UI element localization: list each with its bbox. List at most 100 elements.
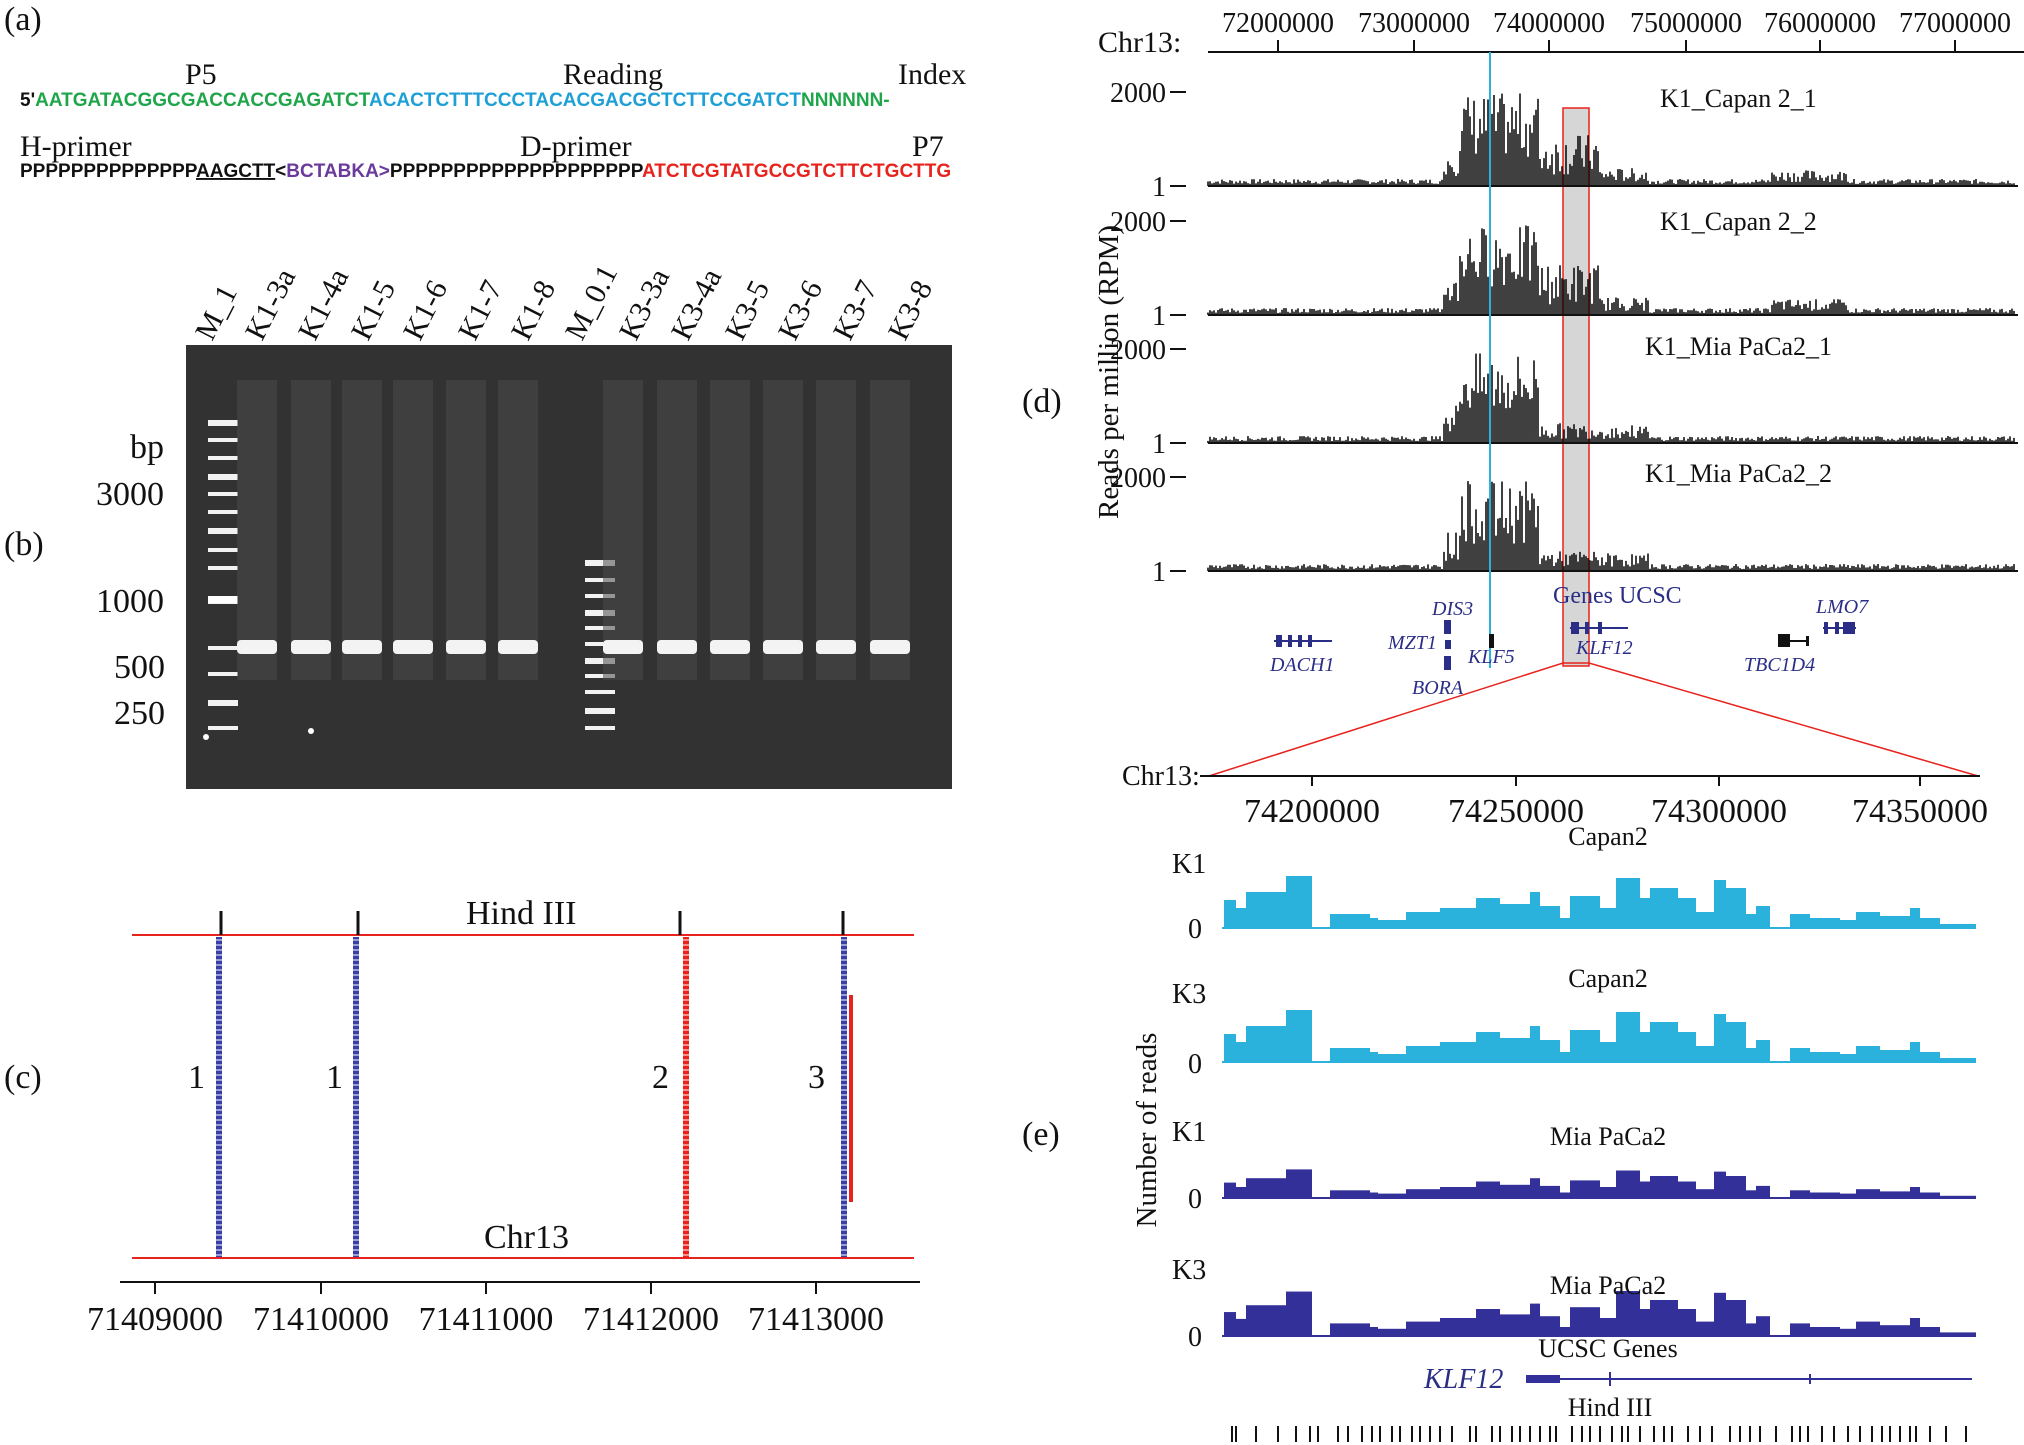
read-segment <box>1370 1052 1378 1062</box>
read-segment <box>1880 1050 1910 1062</box>
hind-iii-site-ticks <box>1231 1426 1967 1442</box>
five-prime-label: 5' <box>20 90 35 111</box>
e-track-2-cell: Capan2 <box>1568 964 1647 993</box>
read-segment <box>1370 1192 1378 1198</box>
chr13-label: Chr13 <box>484 1219 569 1256</box>
read-group-label-1a: 1 <box>188 1059 205 1096</box>
read-segment <box>1650 1176 1678 1198</box>
read-segment <box>1570 1030 1600 1062</box>
read-segment <box>1406 1321 1440 1336</box>
read-segment <box>1880 916 1910 928</box>
ladder-band <box>208 474 238 480</box>
read-segment <box>1856 1189 1880 1198</box>
ladder-band <box>208 700 238 706</box>
read-segment <box>1600 1318 1616 1336</box>
read-segment <box>1530 892 1540 928</box>
e-y-axis-title: Number of reads <box>1131 1033 1163 1228</box>
read-segment <box>1840 920 1856 928</box>
d-y-axis-title: Reads per million (RPM) <box>1093 225 1125 519</box>
e-track-1-zero: 0 <box>1188 914 1202 945</box>
read-track-3 <box>1222 1169 1976 1199</box>
read-segment <box>1540 1185 1560 1198</box>
ladder-band <box>208 726 238 730</box>
read-segment <box>1920 918 1940 928</box>
gel-speck <box>203 734 209 740</box>
ladder-band <box>585 560 615 566</box>
read-segment <box>1810 918 1840 928</box>
read-segment <box>1370 918 1378 928</box>
ladder-band <box>585 658 615 664</box>
e-track-4-cell: Mia PaCa2 <box>1550 1271 1666 1300</box>
lane-smear <box>816 380 856 680</box>
read-segment <box>1378 1193 1406 1198</box>
hind-iii-sites <box>219 911 845 935</box>
e-track-3-sample: K1 <box>1172 1117 1206 1148</box>
read-segment <box>1910 1318 1920 1336</box>
zoom-tick-74250000: 74250000 <box>1448 793 1584 830</box>
read-segment <box>1406 1046 1440 1062</box>
coverage-tracks <box>1207 93 2018 572</box>
read-bar-1 <box>353 937 359 1257</box>
read-segment <box>1640 898 1650 928</box>
ladder-band <box>208 646 238 650</box>
track-3: 2000 1 K1_Mia PaCa2_1 <box>1110 332 1832 460</box>
read-segment <box>1640 1309 1650 1336</box>
read-segment <box>1650 1022 1678 1062</box>
size-label-500: 500 <box>114 649 165 686</box>
lane-smear <box>498 380 538 680</box>
track-4: 2000 1 K1_Mia PaCa2_2 <box>1110 459 1832 588</box>
ladder-band <box>208 438 238 442</box>
read-segment <box>1714 1171 1726 1198</box>
read-segment <box>1790 914 1810 928</box>
lane-label-4: K1-6 <box>397 275 454 345</box>
read-track-2 <box>1222 1010 1976 1063</box>
read-segment <box>1940 924 1976 928</box>
genes-ucsc-title: Genes UCSC <box>1553 583 1682 609</box>
read-segment <box>1880 1191 1910 1198</box>
ladder-band <box>585 610 615 616</box>
ladder-band <box>585 594 615 598</box>
read-segment <box>1246 1305 1286 1336</box>
read-count-tracks <box>1222 876 1976 1337</box>
read-segment <box>1560 1052 1570 1062</box>
read-segment <box>1330 1190 1370 1198</box>
label-d-primer: D-primer <box>520 130 632 163</box>
zoom-axis-ticks <box>1311 776 1921 786</box>
coverage-track-2 <box>1207 225 2018 316</box>
hind-site-sequence: AAGCTT <box>196 161 276 182</box>
d-top-tick-75000000: 75000000 <box>1630 8 1742 39</box>
lane-label-3: K1-5 <box>345 275 402 345</box>
c-tick-71411000: 71411000 <box>419 1301 554 1338</box>
p5-sequence: AATGATACGGCGACCACCGAGATCT <box>35 90 371 111</box>
e-track-3-cell: Mia PaCa2 <box>1550 1122 1666 1151</box>
read-segment <box>1880 1325 1910 1336</box>
gene-label-dach1: DACH1 <box>1269 654 1334 676</box>
sequence-line-2: PPPPPPPPPPPPPPAAGCTT<BCTABKA>PPPPPPPPPPP… <box>20 161 951 182</box>
read-segment <box>1696 1189 1714 1198</box>
sample-band <box>498 640 538 654</box>
read-segment <box>1330 1323 1370 1336</box>
read-segment <box>1286 1291 1312 1336</box>
read-segment <box>1476 1309 1500 1336</box>
read-segment <box>1286 1169 1312 1198</box>
read-segment <box>1570 896 1600 928</box>
lane-label-12: K3-7 <box>827 275 884 345</box>
track-2-ymax: 2000 <box>1110 207 1166 238</box>
read-segment <box>1378 1328 1406 1336</box>
read-segment <box>1570 1180 1600 1198</box>
c-tick-71412000: 71412000 <box>583 1301 719 1338</box>
sample-band <box>657 640 697 654</box>
sample-band <box>710 640 750 654</box>
lt-symbol: < <box>275 161 286 182</box>
read-segment <box>1530 1026 1540 1062</box>
read-track-4 <box>1222 1291 1976 1337</box>
gene-models <box>1274 620 1856 670</box>
track-3-name: K1_Mia PaCa2_1 <box>1645 332 1832 361</box>
lane-label-1: K1-3a <box>239 263 302 345</box>
gel-ladders <box>203 420 615 740</box>
read-segment <box>1540 906 1560 928</box>
read-segment <box>1726 1300 1746 1336</box>
read-segment <box>1406 1189 1440 1198</box>
track-1-name: K1_Capan 2_1 <box>1660 84 1817 113</box>
